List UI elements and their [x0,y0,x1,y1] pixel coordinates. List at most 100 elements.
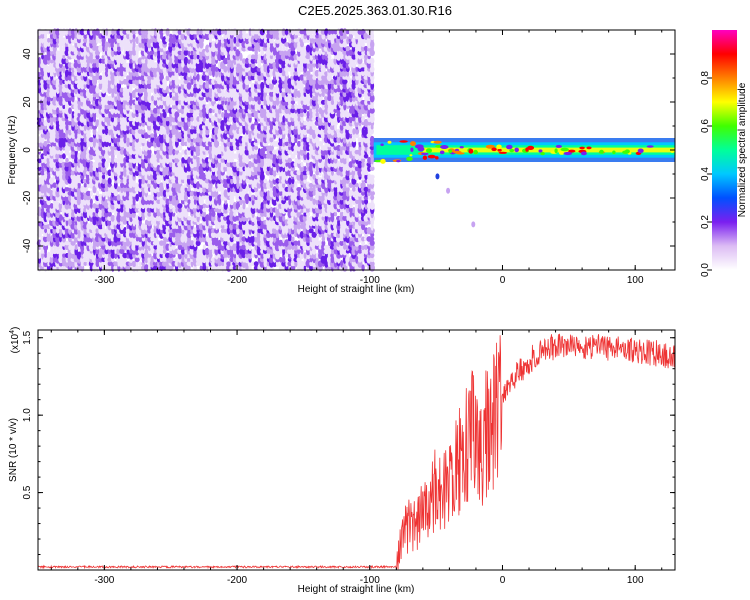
heatmap-cell [89,160,94,169]
heatmap-cell [254,149,258,155]
heatmap-cell [205,195,209,201]
heatmap-cell [86,78,91,85]
figure-title: C2E5.2025.363.01.30.R16 [298,3,452,18]
heatmap-cell [151,153,154,159]
heatmap-cell [55,149,60,155]
heatmap-cell [64,215,70,221]
heatmap-cell [110,106,116,115]
heatmap-cell [105,28,109,36]
heatmap-cell [113,50,119,56]
heatmap-cell [83,145,88,151]
heatmap-cell [172,206,176,214]
heatmap-cell [58,202,64,210]
heatmap-cell [233,36,237,44]
heatmap-cell [70,243,76,251]
heatmap-cell [48,177,55,185]
heatmap-cell [83,194,88,201]
heatmap-cell [40,133,45,138]
heatmap-cell [89,62,94,69]
heatmap-cell [61,137,67,142]
heatmap-cell [71,220,75,225]
heatmap-cell [99,247,103,255]
heatmap-cell [315,235,319,243]
heatmap-cell [55,231,61,238]
heatmap-cell [88,243,94,252]
heatmap-cell [91,255,98,264]
heatmap-cell [73,103,79,110]
heatmap-cell [101,174,106,180]
heatmap-cell [89,198,93,205]
heatmap-cell [288,224,292,230]
heatmap-cell [117,162,121,167]
heatmap-cell [52,78,58,86]
heatmap-cell [107,257,113,263]
heatmap-cell [62,170,66,176]
heatmap-cell [70,215,76,221]
heatmap-cell [56,107,60,115]
heatmap-cell [67,62,73,69]
heatmap-cell [101,231,106,238]
heatmap-cell [43,232,49,237]
heatmap-cell [64,148,70,156]
heatmap-cell [65,128,69,135]
heatmap-cell [98,65,103,74]
heatmap-cell [68,244,72,251]
heatmap-cell [61,255,66,264]
heatmap-cell [300,161,304,168]
heatmap-cell [114,252,118,259]
heatmap-cell [104,253,110,258]
heatmap-cell [113,261,119,267]
heatmap-cell [46,79,51,85]
heatmap-cell [40,170,46,176]
heatmap-cell [107,261,112,267]
heatmap-cell [104,248,109,255]
heatmap-cell [61,265,67,271]
heatmap-cell [47,261,51,267]
heatmap-cell [113,265,119,271]
heatmap-cell [43,140,48,147]
heatmap-cell [116,214,122,223]
heatmap-cell [117,240,121,246]
heatmap-cell [62,54,66,60]
heatmap-cell [107,37,112,44]
heatmap-cell [107,248,112,255]
heatmap-cell [211,186,216,192]
heatmap-cell [76,211,82,217]
heatmap-cell [83,29,88,35]
heatmap-cell [101,74,106,82]
heatmap-cell [55,120,60,127]
heatmap-cell [61,37,67,44]
heatmap-cell [55,201,60,211]
heatmap-cell [110,48,115,57]
heatmap-cell [288,177,292,185]
heatmap-cell [117,211,121,217]
heatmap-cell [49,62,55,68]
heatmap-cell [52,227,58,234]
heatmap-cell [94,75,101,81]
heatmap-cell [87,37,90,44]
heatmap-cell [151,95,154,102]
heatmap-cell [49,124,55,130]
heatmap-cell [74,157,79,164]
heatmap-cell [132,83,136,89]
heatmap-cell [53,202,57,210]
heatmap-cell [114,161,118,168]
heatmap-cell [77,128,81,135]
heatmap-cell [83,50,88,56]
heatmap-cell [85,194,91,201]
heatmap-cell [76,136,82,143]
heatmap-cell [257,53,261,61]
heatmap-cell [85,190,92,197]
heatmap-cell [187,187,191,192]
heatmap-cell [56,186,60,192]
heatmap-cell [52,252,57,259]
heatmap-cell [89,223,94,231]
heatmap-cell [83,83,88,89]
heatmap-cell [110,185,116,194]
heatmap-cell [49,156,55,165]
heatmap-cell [40,136,45,144]
heatmap-cell [95,248,100,255]
heatmap-cell [62,65,66,74]
